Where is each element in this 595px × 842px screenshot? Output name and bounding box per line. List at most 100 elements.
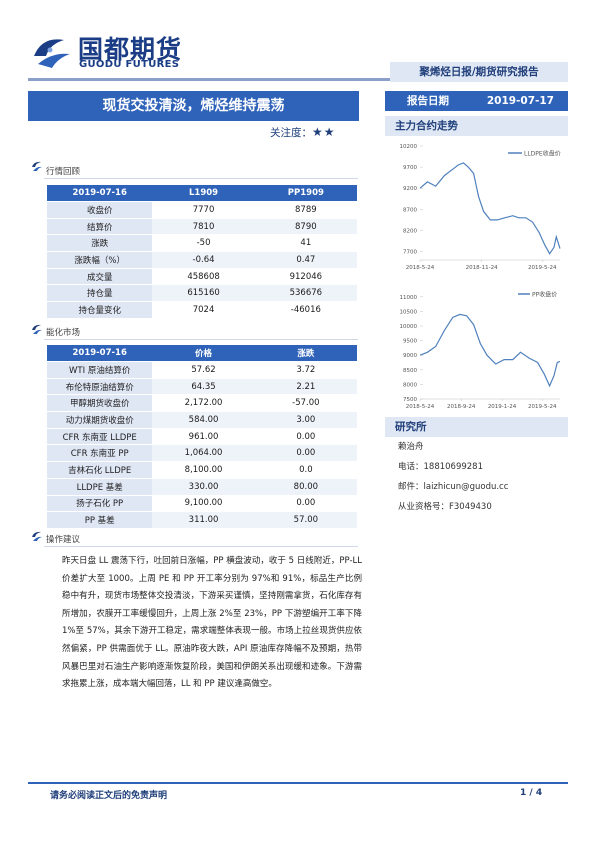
section-divider [44,178,358,179]
column-header: PP1909 [254,185,357,202]
cell-l: -50 [152,234,255,252]
energy-market-label: 能化市场 [46,328,81,338]
cell-price: 8,100.00 [152,461,255,479]
cell-chg: 0.00 [254,444,357,462]
guodu-logo-icon [34,39,70,68]
row-label: CFR 东南亚 PP [47,444,153,462]
cell-l: 7770 [152,201,255,219]
x-tick-label: 2018-9-24 [447,404,476,410]
row-label: PP 基差 [47,511,153,528]
y-tick-label: 7500 [403,397,417,403]
y-tick-label: 8700 [403,207,417,213]
y-tick-label: 9500 [403,339,417,345]
cell-chg: 3.00 [254,411,357,429]
cell-pp: 536676 [254,284,357,302]
report-date-bar: 报告日期 2019-07-17 [385,91,568,111]
market-review-label: 行情回顾 [46,167,81,177]
table-row: LLDPE 基差 330.00 80.00 [47,477,357,495]
cell-price: 311.00 [152,511,255,528]
report-type: 聚烯烃日报/期货研究报告 [390,62,568,82]
disclaimer-link[interactable]: 请务必阅读正文后的免责声明 [50,791,168,801]
cell-pp: 912046 [254,267,357,285]
x-tick-label: 2019-5-24 [528,265,557,271]
cell-price: 2,172.00 [152,394,255,412]
table-row: 持仓量 615160 536676 [47,284,357,302]
cell-price: 961.00 [152,427,255,445]
legend-label: LLDPE收盘价 [524,150,561,158]
cell-l: -0.64 [152,251,255,269]
lldpe-price-line [419,162,561,255]
table-row: 布伦特原油结算价 64.35 2.21 [47,377,357,395]
table-row: 动力煤期货收盘价 584.00 3.00 [47,411,357,429]
row-label: 涨跌幅（%） [47,251,153,269]
cell-chg: -57.00 [254,394,357,412]
y-tick-label: 8000 [403,382,417,388]
y-tick-label: 10000 [400,324,418,330]
cell-pp: -46016 [254,301,357,318]
table-row: 收盘价 7770 8789 [47,201,357,219]
row-label: 动力煤期货收盘价 [47,411,153,429]
advice-label: 操作建议 [46,535,81,545]
column-header: 2019-07-16 [47,185,153,202]
row-label: LLDPE 基差 [47,477,153,495]
legend-label: PP收盘价 [532,291,557,299]
cell-l: 458608 [152,267,255,285]
y-tick-label: 10500 [400,309,418,315]
y-tick-label: 7700 [403,250,417,256]
cell-chg: 57.00 [254,511,357,528]
cell-price: 57.62 [152,361,255,379]
pp-price-line [419,313,561,388]
table-row: PP 基差 311.00 57.00 [47,511,357,528]
section-divider [44,546,358,547]
cell-price: 330.00 [152,477,255,495]
analyst-phone: 电话：18810699281 [398,462,483,472]
cell-chg: 0.0 [254,461,357,479]
x-tick-label: 2018-5-24 [406,404,435,410]
row-label: WTI 原油结算价 [47,361,153,379]
table-row: WTI 原油结算价 57.62 3.72 [47,361,357,379]
row-label: 结算价 [47,217,153,235]
row-label: 涨跌 [47,234,153,252]
cell-price: 1,064.00 [152,444,255,462]
page-number: 1 / 4 [520,788,543,798]
advice-paragraph: 昨天日盘 LL 震荡下行，吐回前日涨幅，PP 横盘波动，收于 5 日线附近，PP… [62,556,362,690]
footer-divider [28,782,568,784]
table-row: 持仓量变化 7024 -46016 [47,301,357,318]
cell-l: 7810 [152,217,255,235]
cell-chg: 0.00 [254,427,357,445]
star-rating-icon: ★★ [312,125,336,139]
table-row: CFR 东南亚 PP 1,064.00 0.00 [47,444,357,462]
column-header: 涨跌 [254,345,357,362]
y-tick-label: 11000 [400,295,418,301]
company-name-cn: 国都期货 [78,35,183,64]
attention-label: 关注度： [270,127,312,139]
row-label: 持仓量变化 [47,301,153,318]
row-label: 持仓量 [47,284,153,302]
analyst-name: 赖治舟 [398,442,424,452]
row-label: 成交量 [47,267,153,285]
research-section-header: 研究所 [385,417,568,437]
report-date-label: 报告日期 [407,95,449,107]
section-bullet-icon [32,161,42,171]
cell-chg: 0.00 [254,494,357,512]
row-label: 布伦特原油结算价 [47,377,153,395]
row-label: 收盘价 [47,201,153,219]
y-tick-label: 9200 [403,186,417,192]
cell-price: 9,100.00 [152,494,255,512]
cell-chg: 2.21 [254,377,357,395]
y-tick-label: 8500 [403,368,417,374]
header-divider [28,78,568,81]
table-row: CFR 东南亚 LLDPE 961.00 0.00 [47,427,357,445]
section-divider [44,339,358,340]
y-tick-label: 10200 [400,144,418,150]
x-tick-label: 2018-11-24 [466,265,498,271]
cell-price: 64.35 [152,377,255,395]
chart-section-header: 主力合约走势 [385,116,568,136]
cell-l: 615160 [152,284,255,302]
table-row: 扬子石化 PP 9,100.00 0.00 [47,494,357,512]
lldpe-price-chart: 10200 9700 9200 8700 8200 7700 2018-5-24 2018-… [400,144,561,271]
cell-pp: 8789 [254,201,357,219]
cell-chg: 80.00 [254,477,357,495]
analyst-email: 邮件：laizhicun@guodu.cc [398,482,509,492]
cell-l: 7024 [152,301,255,318]
